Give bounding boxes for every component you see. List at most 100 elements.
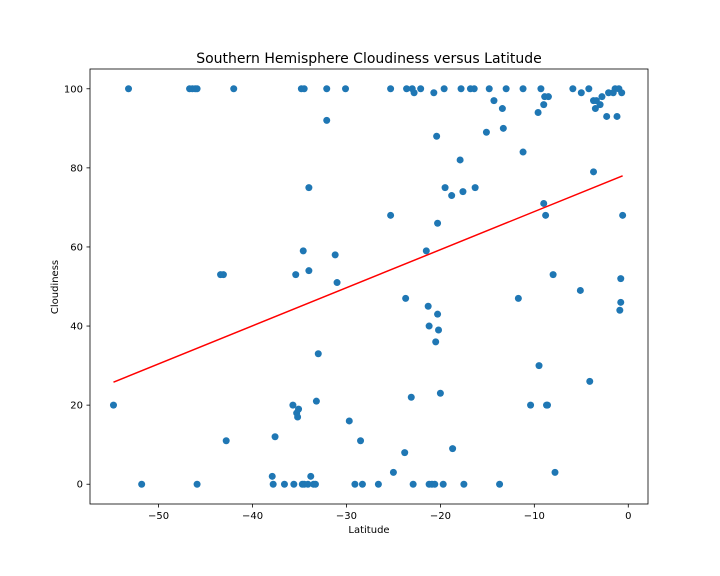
data-point: [410, 89, 418, 97]
data-point: [295, 405, 303, 413]
x-tick-label: −50: [148, 511, 169, 522]
data-point: [109, 401, 117, 409]
x-tick-label: −20: [430, 511, 451, 522]
data-point: [433, 132, 441, 140]
data-point: [460, 480, 468, 488]
data-point: [280, 480, 288, 488]
x-tick-label: −10: [524, 511, 545, 522]
data-point: [502, 85, 510, 93]
data-point: [417, 85, 425, 93]
data-point: [603, 112, 611, 120]
data-point: [387, 211, 395, 219]
data-point: [499, 124, 507, 132]
data-point: [300, 85, 308, 93]
data-point: [268, 472, 276, 480]
data-point: [314, 350, 322, 358]
data-point: [490, 97, 498, 105]
y-tick-label: 80: [70, 163, 83, 174]
data-point: [540, 199, 548, 207]
y-tick-label: 40: [70, 322, 83, 333]
data-point: [357, 437, 365, 445]
data-point: [431, 480, 439, 488]
data-point: [434, 310, 442, 318]
data-point: [482, 128, 490, 136]
data-point: [616, 306, 624, 314]
data-point: [430, 89, 438, 97]
data-point: [432, 338, 440, 346]
data-point: [485, 85, 493, 93]
data-point: [342, 85, 350, 93]
data-point: [519, 148, 527, 156]
data-point: [387, 85, 395, 93]
data-point: [519, 85, 527, 93]
data-point: [345, 417, 353, 425]
data-point: [440, 85, 448, 93]
y-tick-label: 20: [70, 401, 83, 412]
data-point: [457, 85, 465, 93]
data-point: [311, 480, 319, 488]
data-point: [217, 271, 225, 279]
data-point: [434, 219, 442, 227]
x-tick-label: −30: [336, 511, 357, 522]
data-point: [323, 85, 331, 93]
data-point: [617, 275, 625, 283]
x-tick-label: −40: [242, 511, 263, 522]
data-point: [540, 101, 548, 109]
regression-line: [113, 175, 623, 383]
data-point: [299, 247, 307, 255]
plot-area: [109, 85, 627, 488]
data-point: [591, 105, 599, 113]
data-point: [551, 468, 559, 476]
y-tick-label: 100: [64, 84, 83, 95]
data-point: [439, 480, 447, 488]
data-point: [271, 433, 279, 441]
data-point: [294, 413, 302, 421]
data-point: [222, 437, 230, 445]
data-point: [425, 322, 433, 330]
data-point: [586, 377, 594, 385]
x-axis: −50 −40 −30 −20 −10 0: [148, 504, 631, 522]
x-axis-label: Latitude: [348, 525, 389, 536]
data-point: [389, 468, 397, 476]
data-point: [304, 480, 312, 488]
data-point: [498, 105, 506, 113]
data-point: [471, 184, 479, 192]
data-point: [470, 85, 478, 93]
chart-title: Southern Hemisphere Cloudiness versus La…: [196, 51, 542, 67]
data-point: [618, 89, 626, 97]
data-point: [535, 362, 543, 370]
data-point: [290, 480, 298, 488]
data-point: [617, 298, 625, 306]
data-point: [193, 480, 201, 488]
data-point: [577, 89, 585, 97]
data-point: [323, 116, 331, 124]
data-point: [448, 192, 456, 200]
data-point: [569, 85, 577, 93]
data-point: [576, 286, 584, 294]
data-point: [590, 168, 598, 176]
x-tick-label: 0: [625, 511, 631, 522]
data-point: [305, 184, 313, 192]
data-point: [527, 401, 535, 409]
data-point: [542, 211, 550, 219]
y-tick-label: 0: [77, 480, 83, 491]
y-axis: 0 20 40 60 80 100: [64, 84, 90, 491]
data-point: [543, 401, 551, 409]
data-point: [351, 480, 359, 488]
data-point: [619, 211, 627, 219]
data-point: [609, 89, 617, 97]
data-point: [441, 184, 449, 192]
y-axis-label: Cloudiness: [50, 260, 61, 314]
data-point: [305, 267, 313, 275]
data-point: [269, 480, 277, 488]
data-point: [424, 302, 432, 310]
data-point: [534, 109, 542, 116]
data-point: [598, 93, 606, 101]
data-point: [409, 480, 417, 488]
data-point: [449, 445, 457, 453]
y-tick-label: 60: [70, 242, 83, 253]
data-point: [422, 247, 430, 255]
data-point: [402, 294, 410, 302]
data-point: [537, 85, 545, 93]
